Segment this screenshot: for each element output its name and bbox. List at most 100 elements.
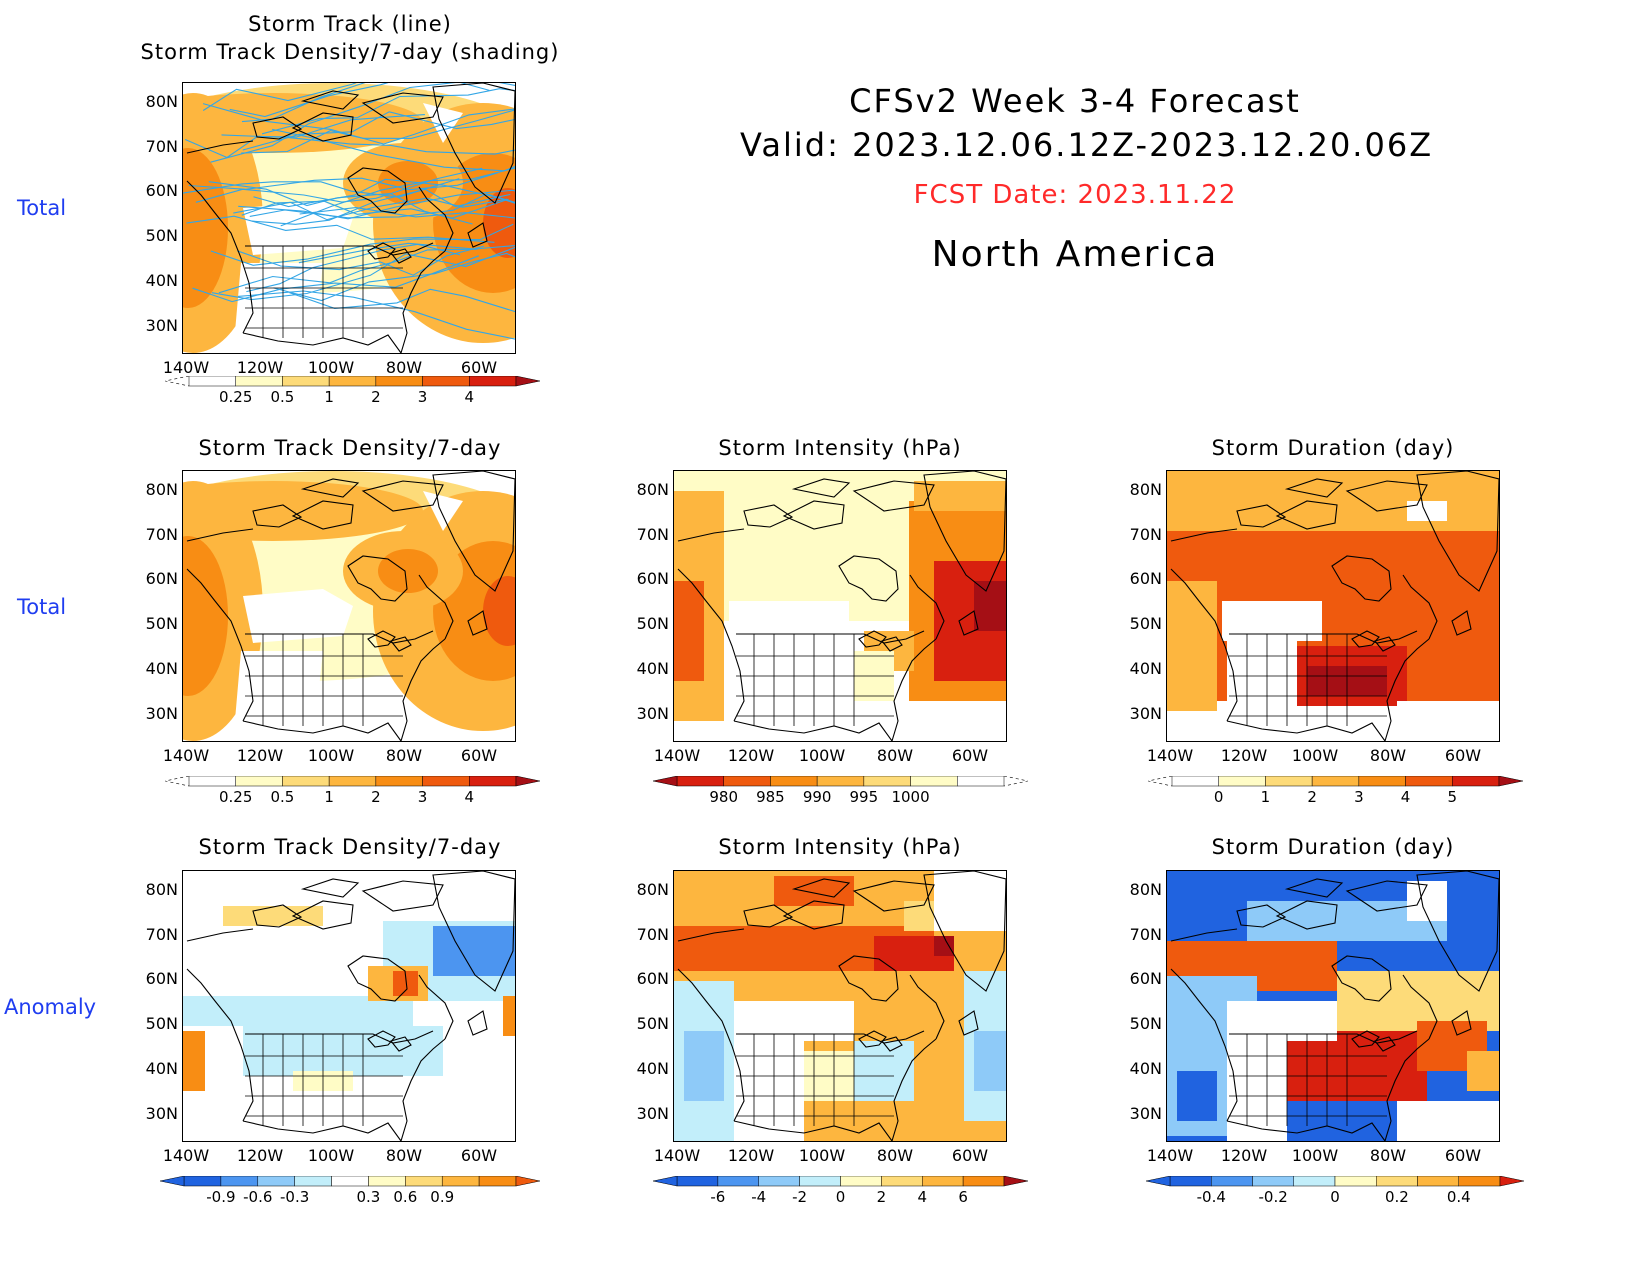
coastline-borders [1170, 871, 1499, 1141]
colorbar-swatch [257, 1176, 295, 1187]
lat-tick-label: 40N [636, 659, 669, 678]
p7-title: Storm Duration (day) [1211, 835, 1455, 859]
lat-tick-label: 80N [145, 92, 178, 111]
colorbar-swatch [235, 376, 283, 387]
colorbar-arrow-left [653, 1176, 678, 1187]
colorbar-swatch [328, 376, 377, 387]
lon-tick-label: 80W [385, 358, 423, 377]
lat-tick-label: 60N [1129, 969, 1162, 988]
lon-tick-label: 80W [876, 746, 914, 765]
lat-tick-label: 60N [1129, 569, 1162, 588]
p2-colorbar [165, 776, 540, 788]
lon-tick-label: 60W [460, 746, 498, 765]
colorbar-swatch [770, 776, 818, 787]
colorbar-arrow-right [1499, 1176, 1524, 1187]
lat-tick-label: 70N [636, 525, 669, 544]
lat-tick-label: 70N [145, 925, 178, 944]
row-label-total-1: Total [17, 196, 67, 220]
p5-title: Storm Track Density/7-day [198, 835, 502, 859]
colorbar-tick-label: 1 [1260, 788, 1271, 806]
colorbar-swatch [375, 776, 423, 787]
colorbar-swatch [188, 376, 236, 387]
colorbar-tick-label: 4 [917, 1188, 928, 1206]
lat-tick-label: 30N [636, 704, 669, 723]
lat-tick-label: 80N [636, 880, 669, 899]
lon-tick-label: 80W [876, 1146, 914, 1165]
state-borders [1229, 634, 1387, 726]
lat-tick-label: 60N [145, 181, 178, 200]
fcst-date: FCST Date: 2023.11.22 [913, 180, 1237, 210]
colorbar-tick-label: -0.6 [243, 1188, 273, 1206]
density-band [378, 161, 438, 205]
coastline-borders [186, 83, 515, 353]
lon-tick-label: 100W [307, 358, 355, 377]
colorbar-tick-label: 0.25 [219, 388, 253, 406]
cell [1407, 501, 1447, 521]
p6-map [673, 870, 1007, 1142]
cell [674, 581, 704, 681]
p1-map [182, 82, 516, 354]
lon-tick-label: 100W [307, 746, 355, 765]
state-borders [1229, 1034, 1387, 1126]
colorbar-arrow-left [653, 776, 678, 787]
lat-tick-label: 80N [145, 880, 178, 899]
colorbar-swatch [922, 1176, 964, 1187]
colorbar-swatch [1293, 1176, 1336, 1187]
colorbar-swatch [1358, 776, 1406, 787]
lat-tick-label: 50N [145, 226, 178, 245]
colorbar-tick-label: 1 [324, 388, 334, 406]
lat-tick-label: 60N [636, 969, 669, 988]
colorbar-swatch [1376, 1176, 1418, 1187]
lat-tick-label: 60N [145, 569, 178, 588]
cell [503, 996, 515, 1036]
colorbar-swatch [1452, 776, 1500, 787]
colorbar-swatch [816, 776, 865, 787]
cell [854, 1041, 914, 1101]
colorbar-tick-label: 0.9 [430, 1188, 455, 1206]
lat-tick-label: 60N [145, 969, 178, 988]
lon-tick-label: 100W [798, 746, 846, 765]
colorbar-tick-label: 0 [1330, 1188, 1340, 1206]
lon-tick-label: 120W [727, 1146, 775, 1165]
lon-tick-label: 140W [162, 746, 210, 765]
colorbar-swatch [328, 776, 377, 787]
lat-tick-label: 50N [1129, 1014, 1162, 1033]
coastline-borders [186, 471, 515, 741]
p1-title-line1: Storm Track (line) [248, 12, 452, 36]
lon-tick-label: 120W [727, 746, 775, 765]
cell [974, 581, 1006, 631]
cell [1467, 1051, 1499, 1091]
colorbar-tick-label: 2 [371, 388, 381, 406]
p4-map [1166, 470, 1500, 742]
colorbar-arrow-left [165, 376, 190, 387]
colorbar-arrow-right [515, 776, 540, 787]
lat-tick-label: 50N [636, 614, 669, 633]
colorbar-swatch [220, 1176, 259, 1187]
lat-tick-label: 40N [145, 659, 178, 678]
cell [734, 1041, 804, 1141]
colorbar-tick-label: 990 [802, 788, 832, 806]
cell [684, 1031, 724, 1101]
p5-map [182, 870, 516, 1142]
colorbar-swatch [717, 1176, 759, 1187]
colorbar-swatch [183, 1176, 222, 1187]
lat-tick-label: 30N [145, 316, 178, 335]
colorbar-swatch [1311, 776, 1360, 787]
colorbar-swatch [1265, 776, 1313, 787]
colorbar-swatch [1334, 1176, 1377, 1187]
colorbar-swatch [235, 776, 283, 787]
colorbar-swatch [881, 1176, 923, 1187]
lon-tick-label: 140W [653, 746, 701, 765]
colorbar-tick-label: -0.3 [280, 1188, 310, 1206]
colorbar-arrow-right [1498, 776, 1523, 787]
colorbar-swatch [676, 776, 724, 787]
lon-tick-label: 100W [1291, 746, 1339, 765]
p7-colorbar [1146, 1176, 1524, 1188]
lon-tick-label: 80W [385, 746, 423, 765]
cell [1227, 1001, 1337, 1041]
p6-colorbar [653, 1176, 1028, 1188]
lat-tick-label: 40N [636, 1059, 669, 1078]
cell [1167, 581, 1217, 711]
colorbar-arrow-left [160, 1176, 185, 1187]
colorbar-tick-label: -0.9 [206, 1188, 236, 1206]
